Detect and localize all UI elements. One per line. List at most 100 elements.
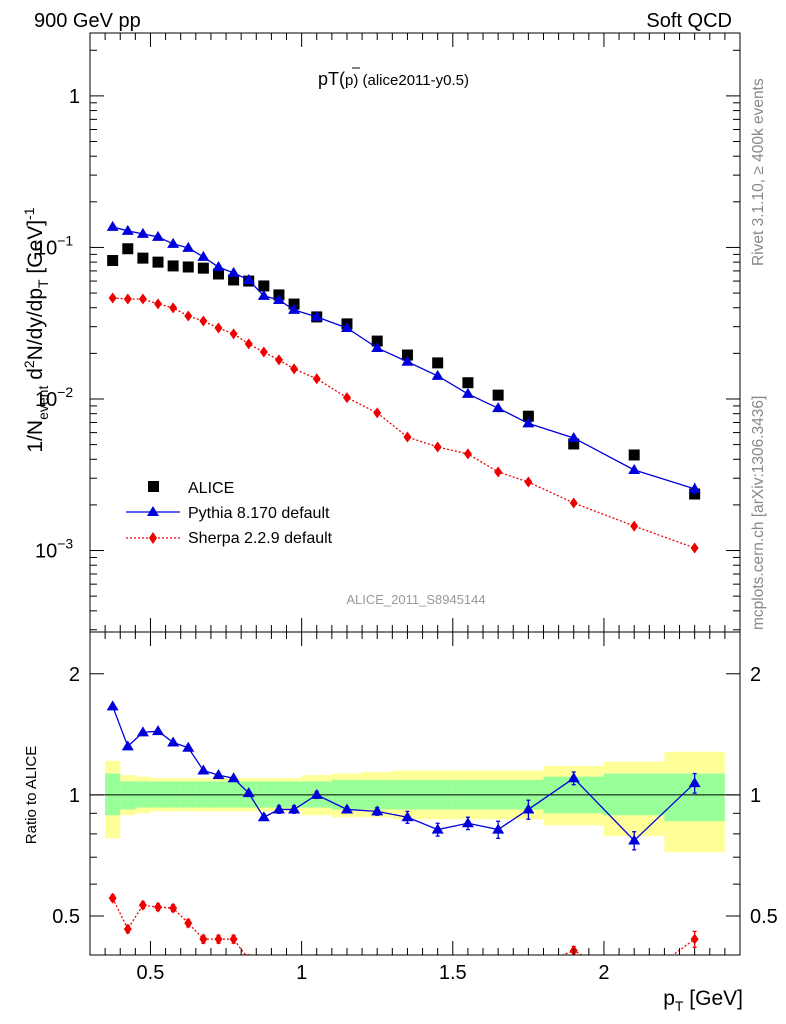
- main-y-tick-labels: 1 10−1 10−2 10−3: [35, 86, 80, 563]
- sherpa-ratio-point: [260, 963, 268, 974]
- pythia-data-point: [628, 463, 641, 474]
- sherpa-ratio-point: [630, 978, 638, 989]
- pythia-data-point: [212, 260, 225, 271]
- sherpa-ratio-point: [184, 917, 193, 929]
- energy-label: 900 GeV pp: [34, 10, 141, 32]
- pythia-ratio-point: [227, 772, 240, 783]
- pythia-ratio-point: [310, 788, 323, 799]
- pythia-ratio-point: [522, 803, 535, 814]
- pythia-data-point: [461, 387, 474, 398]
- pythia-data-point: [242, 273, 255, 284]
- pythia-data-point: [401, 355, 414, 366]
- ratio-y-axis-label: Ratio to ALICE: [23, 746, 40, 844]
- x-tick-label: 2: [598, 962, 609, 984]
- ratio-panel: 2 2 1 1 0.5 0.5 0.5 1 1.5 2 Ratio to ALICE pT [G…: [23, 631, 778, 1023]
- pythia-ratio-point: [167, 736, 180, 747]
- sherpa-data-point: [259, 346, 268, 358]
- ratio-y-tick-label-left: 2: [69, 664, 80, 686]
- sherpa-data-point: [123, 293, 132, 305]
- sherpa-ratio-point: [123, 923, 132, 935]
- pythia-ratio-point: [197, 764, 210, 775]
- x-tick-label: 1.5: [439, 962, 467, 984]
- main-panel: 1 10−1 10−2 10−3 pT(p) (alice2011-y0.5) ALI…: [21, 32, 741, 633]
- pythia-ratio-point: [628, 834, 641, 845]
- sherpa-ratio-line: [112, 897, 696, 955]
- ratio-y-tick-label-left: 1: [69, 785, 80, 807]
- analysis-watermark: ALICE_2011_S8945144: [346, 592, 485, 607]
- ratio-y-tick-label-right: 2: [750, 664, 761, 686]
- sherpa-data-point: [138, 293, 147, 305]
- rivet-label: Rivet 3.1.10, ≥ 400k events: [750, 78, 767, 266]
- alice-data-point: [228, 274, 240, 286]
- pythia-ratio-point: [121, 740, 134, 751]
- alice-data-point: [258, 280, 270, 292]
- legend-square-marker: [148, 481, 159, 492]
- alice-data-point: [568, 438, 580, 450]
- alice-data-point: [212, 268, 224, 280]
- sherpa-data-point: [433, 441, 442, 453]
- legend-triangle-marker: [147, 506, 159, 516]
- sherpa-data-point: [403, 431, 412, 443]
- pythia-ratio-point: [431, 823, 444, 834]
- sherpa-ratio-point: [315, 953, 318, 955]
- sherpa-data-point: [342, 392, 351, 404]
- pythia-data-point: [106, 220, 119, 231]
- pythia-ratio-point: [461, 817, 474, 828]
- sherpa-data-point: [494, 466, 503, 478]
- pythia-ratio-point: [401, 811, 414, 822]
- pythia-ratio-point: [492, 823, 505, 834]
- pythia-data-point: [371, 341, 384, 352]
- sherpa-ratio-point: [275, 963, 283, 974]
- pythia-ratio-point: [688, 777, 701, 788]
- legend-diamond-marker: [149, 532, 157, 544]
- alice-data-point: [152, 256, 164, 268]
- legend-entry-sherpa: Sherpa 2.2.9 default: [126, 530, 333, 547]
- pythia-data-point: [257, 289, 270, 300]
- mcplots-label: mcplots.cern.ch [arXiv:1306.3436]: [750, 396, 767, 630]
- x-tick-label: 1: [296, 962, 307, 984]
- legend-entry-pythia: Pythia 8.170 default: [126, 505, 330, 522]
- sherpa-data-point: [244, 338, 253, 350]
- sherpa-data-point: [184, 310, 193, 322]
- pythia-ratio-point: [257, 811, 270, 822]
- alice-data-point: [182, 261, 194, 273]
- pythia-ratio-point: [371, 805, 384, 816]
- sherpa-data-point: [463, 448, 472, 460]
- pythia-data-point: [340, 322, 353, 333]
- ratio-axis-ticks: [89, 632, 741, 956]
- ratio-y-tick-label-right: 0.5: [750, 906, 778, 928]
- alice-data-point: [628, 449, 640, 461]
- sherpa-ratio-point: [108, 892, 117, 904]
- sherpa-line: [112, 297, 695, 549]
- sherpa-data-point: [229, 328, 238, 340]
- sherpa-ratio-point: [138, 899, 147, 911]
- sherpa-data-point: [373, 407, 382, 419]
- y-tick-label: 10−1: [35, 232, 73, 259]
- sherpa-data-point: [108, 292, 117, 304]
- alice-data-point: [401, 349, 413, 361]
- alice-data-point: [167, 260, 179, 272]
- sherpa-data-point: [690, 542, 699, 554]
- alice-data-point: [107, 254, 119, 266]
- ratio-y-tick-labels: 2 2 1 1 0.5 0.5: [52, 664, 778, 928]
- main-y-axis-label: 1/Nevent d2N/dy/dpT [GeV]-1: [21, 207, 51, 452]
- sherpa-ratio-point: [434, 1012, 442, 1023]
- sherpa-ratio-point: [403, 1006, 411, 1017]
- sherpa-ratio-point: [169, 902, 178, 914]
- legend-entry-alice: ALICE: [148, 480, 234, 497]
- sherpa-ratio-point: [524, 963, 532, 974]
- ratio-frame: [89, 631, 741, 956]
- sherpa-data-point: [630, 520, 639, 532]
- pythia-data-point: [272, 293, 285, 304]
- stat-uncertainty-band: [120, 781, 136, 810]
- y-tick-label: 10−3: [35, 536, 73, 563]
- pythia-ratio-point: [288, 803, 301, 814]
- alice-data-point: [432, 357, 444, 369]
- pythia-data-point: [182, 241, 195, 252]
- sherpa-ratio-point: [343, 983, 351, 994]
- pythia-ratio-point: [242, 787, 255, 798]
- pythia-data-point: [522, 417, 535, 428]
- legend: ALICE Pythia 8.170 default Sherpa 2.2.9 …: [126, 480, 333, 547]
- alice-data-point: [137, 252, 149, 264]
